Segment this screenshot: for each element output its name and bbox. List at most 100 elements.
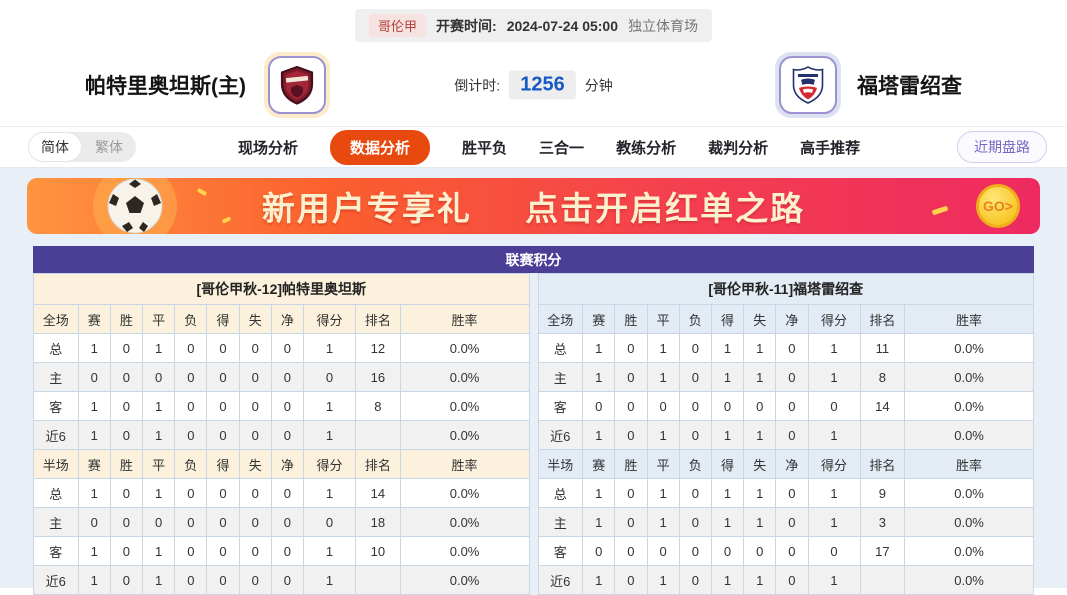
stat-cell: 1 [646, 478, 680, 508]
stat-cell: 0 [77, 362, 111, 392]
lang-simplified[interactable]: 简体 [28, 132, 82, 162]
stat-cell: 0 [614, 362, 648, 392]
match-info-chip: 哥伦甲 开赛时间: 2024-07-24 05:00 独立体育场 [355, 9, 712, 42]
stat-cell: 0.0% [399, 478, 530, 508]
stat-cell: 0.0% [399, 362, 530, 392]
column-header: 半场 [33, 449, 79, 479]
column-header: 净 [270, 449, 305, 479]
banner-headline: 新用户专享礼 点击开启红单之路 [27, 182, 1040, 230]
stat-cell: 0 [109, 478, 144, 508]
tab-live-analysis[interactable]: 现场分析 [238, 139, 299, 157]
stat-cell: 0 [238, 565, 272, 595]
stat-row-home: 主 0 0 0 0 0 0 0 0 16 0.0% [33, 362, 530, 392]
stat-cell: 0 [206, 565, 240, 595]
stat-cell: 0 [743, 536, 777, 566]
stat-cell: 0 [109, 507, 144, 537]
stat-cell: 0 [109, 565, 144, 595]
stat-cell: 0 [238, 362, 272, 392]
recent-odds-button[interactable]: 近期盘路 [957, 131, 1047, 163]
stat-cell: 0.0% [399, 507, 530, 537]
nav-tabs: 现场分析 数据分析 胜平负 三合一 教练分析 裁判分析 高手推荐 [238, 129, 861, 165]
stat-cell: 1 [646, 507, 680, 537]
stat-cell: 0 [678, 333, 712, 363]
stat-cell: 0 [238, 507, 272, 537]
column-header: 排名 [859, 449, 906, 479]
team-crest-icon [779, 56, 837, 114]
stat-cell: 1 [582, 565, 616, 595]
tab-referee-analysis[interactable]: 裁判分析 [708, 139, 769, 157]
stat-cell: 0 [303, 362, 357, 392]
column-header: 净 [775, 304, 809, 334]
stat-row-total: 总 1 0 1 0 0 0 0 1 12 0.0% [33, 333, 530, 363]
stat-cell: 0 [270, 391, 305, 421]
stat-cell: 0 [775, 333, 809, 363]
stat-row-total: 总 1 0 1 0 0 0 0 1 14 0.0% [33, 478, 530, 508]
stat-cell: 1 [582, 420, 616, 450]
stat-cell: 0 [775, 391, 809, 421]
shield-crest-icon [268, 56, 326, 114]
stat-cell: 0 [109, 536, 144, 566]
stat-cell: 1 [710, 420, 745, 450]
column-header: 赛 [582, 304, 616, 334]
stat-cell: 17 [859, 536, 906, 566]
go-coin-icon[interactable]: GO> [976, 184, 1020, 228]
stat-cell: 0.0% [904, 565, 1034, 595]
column-header: 负 [678, 449, 712, 479]
stat-row-total: 总 1 0 1 0 1 1 0 1 11 0.0% [537, 333, 1034, 363]
stat-cell: 0 [270, 536, 305, 566]
column-header: 负 [174, 304, 208, 334]
stat-cell: 0 [743, 391, 777, 421]
row-label: 总 [33, 478, 79, 508]
tab-expert-picks[interactable]: 高手推荐 [800, 139, 861, 157]
stat-cell: 1 [710, 362, 745, 392]
panel-team-name: [哥伦甲秋-11]福塔雷绍查 [537, 273, 1034, 305]
stat-cell: 0 [678, 391, 712, 421]
stat-cell [355, 420, 401, 450]
stat-row-recent: 近6 1 0 1 0 1 1 0 1 0.0% [537, 420, 1034, 450]
panel-team-header: [哥伦甲秋-11]福塔雷绍查 [537, 273, 1034, 305]
stat-row-away: 客 0 0 0 0 0 0 0 0 14 0.0% [537, 391, 1034, 421]
column-header: 失 [743, 449, 777, 479]
stat-cell [859, 565, 906, 595]
nav-bar: 简体 繁体 现场分析 数据分析 胜平负 三合一 教练分析 裁判分析 高手推荐 近期盘路 [0, 126, 1067, 168]
countdown: 倒计时: 1256 分钟 [454, 70, 613, 100]
row-label: 客 [33, 391, 79, 421]
stat-cell: 0 [710, 536, 745, 566]
stat-row-away: 客 1 0 1 0 0 0 0 1 8 0.0% [33, 391, 530, 421]
column-header: 平 [646, 304, 680, 334]
column-header: 半场 [537, 449, 584, 479]
column-header: 失 [238, 304, 272, 334]
away-team: 福塔雷绍查 [775, 44, 962, 126]
row-label: 客 [33, 536, 79, 566]
column-header-row: 全场赛胜平负得失净得分 排名 胜率 [537, 304, 1034, 334]
stat-cell: 0 [270, 333, 305, 363]
row-label: 客 [537, 391, 584, 421]
stat-cell: 0 [174, 536, 208, 566]
stat-cell: 0 [270, 478, 305, 508]
column-header: 得分 [807, 304, 861, 334]
lang-traditional[interactable]: 繁体 [95, 139, 123, 155]
tab-three-in-one[interactable]: 三合一 [539, 139, 585, 157]
tab-coach-analysis[interactable]: 教练分析 [616, 139, 677, 157]
stat-cell: 0 [678, 565, 712, 595]
tab-win-draw-lose[interactable]: 胜平负 [462, 139, 508, 157]
stat-cell: 1 [77, 391, 111, 421]
column-header: 平 [646, 449, 680, 479]
stat-cell: 1 [710, 333, 745, 363]
stat-cell: 0 [807, 391, 861, 421]
stat-cell: 1 [710, 565, 745, 595]
tab-data-analysis[interactable]: 数据分析 [330, 129, 431, 165]
stat-cell: 1 [743, 362, 777, 392]
column-header: 得 [710, 304, 745, 334]
home-team-logo [264, 52, 330, 118]
column-header: 赛 [77, 304, 111, 334]
stat-cell: 14 [355, 478, 401, 508]
column-header: 净 [270, 304, 305, 334]
column-header: 得 [206, 304, 240, 334]
promo-banner[interactable]: 新用户专享礼 点击开启红单之路 GO> [27, 178, 1040, 234]
column-header: 得分 [303, 304, 357, 334]
league-points-table-home: [哥伦甲秋-12]帕特里奥坦斯 全场赛胜平负得失净得分 排名 胜率总 1 0 1 0 0 0 0 1 1… [33, 273, 530, 595]
stat-cell: 0 [303, 507, 357, 537]
countdown-unit: 分钟 [584, 77, 613, 93]
venue-label: 独立体育场 [628, 17, 698, 34]
